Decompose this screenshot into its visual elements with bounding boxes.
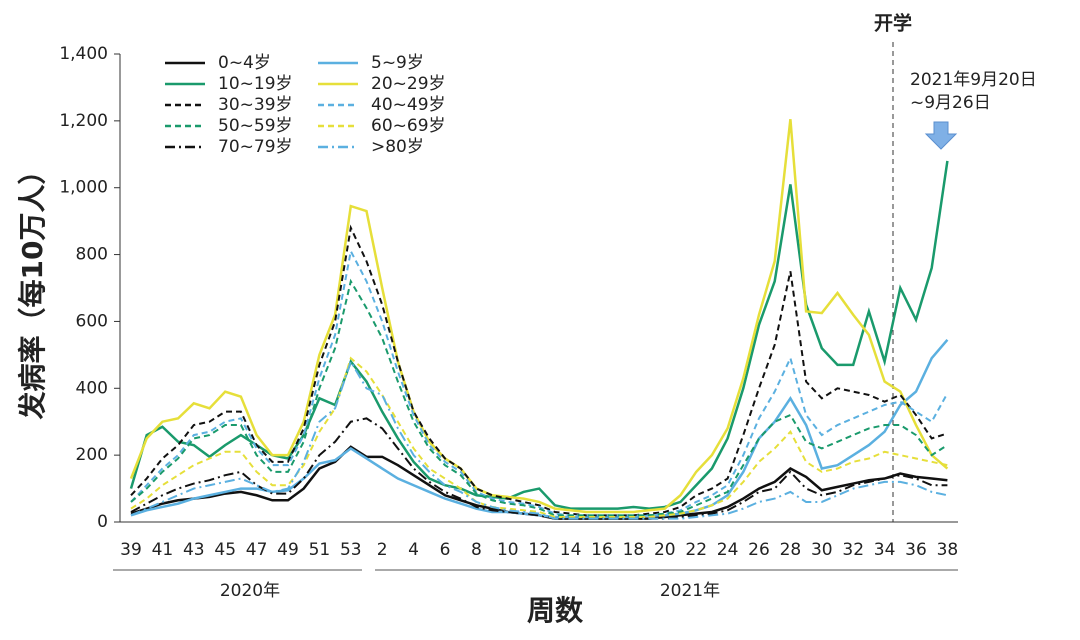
x-tick-label: 47 — [246, 540, 268, 560]
x-tick-label: 49 — [277, 540, 299, 560]
y-tick-label: 1,000 — [59, 178, 108, 198]
legend-label: 50~59岁 — [218, 116, 293, 136]
series-line — [130, 248, 949, 517]
series-line — [130, 359, 948, 520]
y-tick-label: 1,400 — [59, 44, 108, 64]
x-tick-label: 14 — [560, 540, 582, 560]
x-tick-label: 36 — [905, 540, 927, 560]
y-tick-label: 800 — [76, 245, 108, 265]
x-tick-label: 8 — [471, 540, 482, 560]
y-tick-label: 400 — [76, 378, 108, 398]
y-axis-label: 发病率（每10万人） — [16, 157, 49, 421]
x-tick-label: 12 — [528, 540, 550, 560]
legend-label: 60~69岁 — [371, 116, 446, 136]
x-tick-label: 4 — [408, 540, 419, 560]
x-tick-label: 2 — [377, 540, 388, 560]
x-tick-label: 41 — [152, 540, 174, 560]
legend-label: 40~49岁 — [371, 95, 446, 115]
legend-label: 20~29岁 — [371, 74, 446, 94]
series-line — [130, 356, 948, 518]
series-line — [129, 160, 949, 510]
x-tick-label: 34 — [874, 540, 896, 560]
x-tick-label: 10 — [497, 540, 519, 560]
legend-label: 10~19岁 — [218, 74, 293, 94]
x-tick-label: 6 — [440, 540, 451, 560]
annotation: ~9月26日 — [910, 93, 991, 113]
x-tick-label: 45 — [214, 540, 236, 560]
legend-label: 0~4岁 — [218, 53, 271, 73]
legend-label: 70~79岁 — [218, 137, 293, 157]
x-tick-label: 30 — [811, 540, 833, 560]
x-tick-label: 20 — [654, 540, 676, 560]
x-tick-label: 18 — [623, 540, 645, 560]
annotation: 开学 — [874, 12, 912, 35]
series-line — [130, 278, 948, 517]
x-tick-label: 32 — [842, 540, 864, 560]
series-line — [130, 224, 948, 517]
annotation: 2021年9月20日 — [910, 70, 1037, 90]
x-tick-label: 43 — [183, 540, 205, 560]
x-axis-label: 周数 — [527, 594, 584, 627]
series-line — [130, 339, 949, 519]
x-tick-label: 26 — [748, 540, 770, 560]
x-tick-label: 51 — [309, 540, 331, 560]
x-tick-label: 28 — [780, 540, 802, 560]
x-tick-label: 39 — [120, 540, 142, 560]
x-tick-label: 53 — [340, 540, 362, 560]
y-tick-label: 0 — [97, 512, 108, 532]
arrow-icon — [924, 121, 958, 150]
y-tick-label: 600 — [76, 311, 108, 331]
series-line — [130, 417, 948, 520]
legend-label: >80岁 — [371, 137, 424, 157]
x-tick-label: 16 — [591, 540, 613, 560]
legend-label: 5~9岁 — [371, 53, 424, 73]
x-tick-label: 24 — [717, 540, 739, 560]
series-line — [129, 119, 949, 514]
x-tick-label: 38 — [937, 540, 959, 560]
legend-label: 30~39岁 — [218, 95, 293, 115]
y-tick-label: 1,200 — [59, 111, 108, 131]
group-label: 2021年 — [660, 581, 720, 601]
group-label: 2020年 — [220, 581, 280, 601]
y-tick-label: 200 — [76, 445, 108, 465]
x-tick-label: 22 — [685, 540, 707, 560]
